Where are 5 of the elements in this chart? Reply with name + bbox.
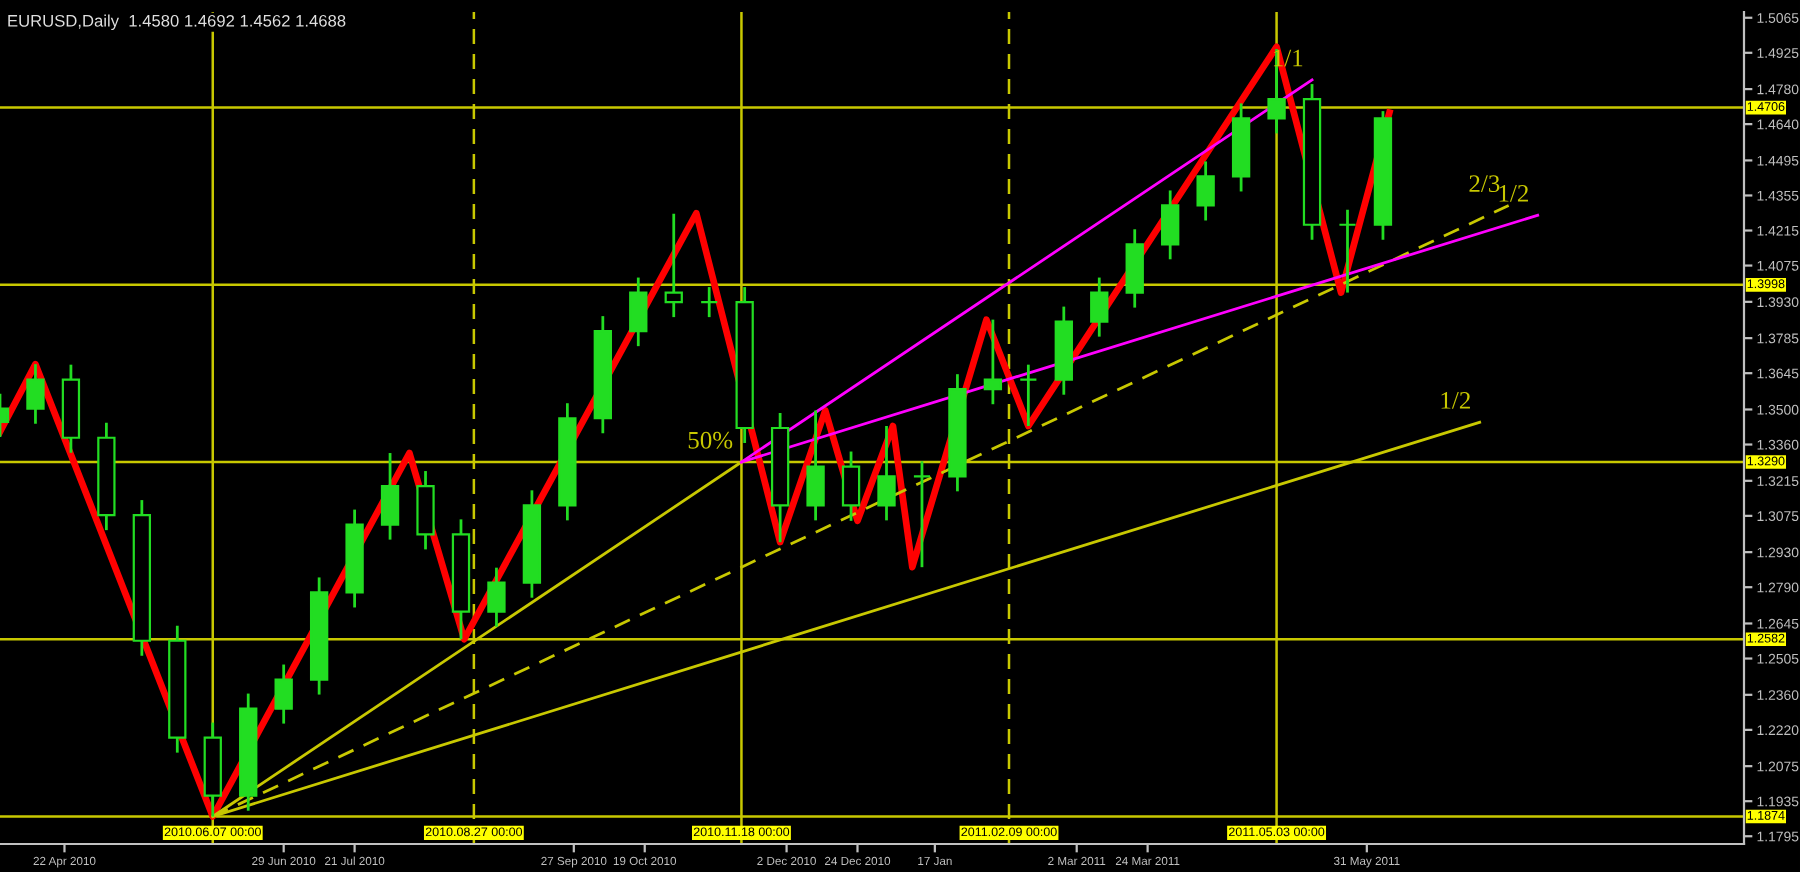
chart-title: EURUSD,Daily 1.4580 1.4692 1.4562 1.4688 xyxy=(8,14,346,31)
annotation: 1/2 xyxy=(1441,392,1470,409)
annotation: 1/2 xyxy=(1499,185,1528,202)
annotation: 2/3 xyxy=(1469,175,1500,193)
annotation: 50% xyxy=(688,431,733,449)
